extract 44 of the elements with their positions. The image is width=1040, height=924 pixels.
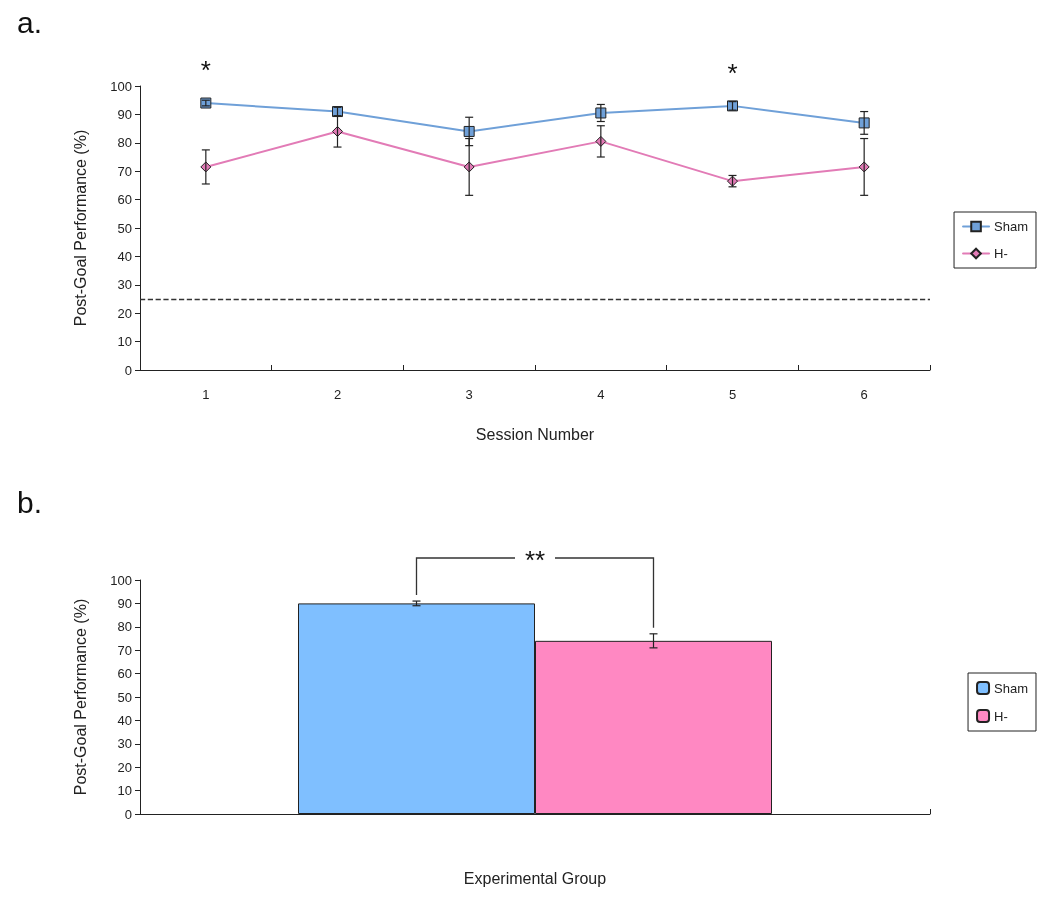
y-tick-label: 100 [110,78,132,94]
x-tick-label: 2 [333,387,342,402]
y-tick-label: 30 [117,736,132,752]
y-tick-label: 80 [117,135,132,151]
y-tick-label: 100 [110,572,132,588]
y-tick-label: 10 [117,334,132,350]
x-tick-label: 4 [597,387,605,402]
chart-title: b. [17,485,43,519]
chart-title: a. [17,5,43,39]
y-axis-title: Post-Goal Performance (%) [71,129,89,327]
y-tick-label: 50 [117,689,132,705]
y-tick-label: 0 [124,362,132,378]
y-axis-title: Post-Goal Performance (%) [71,598,89,796]
point [858,117,870,129]
y-tick-label: 10 [117,783,132,799]
y-tick-label: 40 [117,248,132,264]
y-tick-label: 20 [117,759,132,775]
legend-label: Sham [994,219,1029,234]
legend-label: H- [994,708,1008,724]
y-tick-label: 20 [117,305,132,321]
x-tick-label: 1 [202,387,210,402]
point [463,125,475,137]
y-tick-label: 50 [117,220,132,236]
y-tick-label: 60 [117,666,132,682]
x-axis-title: Session Number [475,425,595,443]
point [595,107,607,119]
annotation: * [200,55,211,86]
x-axis-title: Experimental Group [463,869,607,887]
y-tick-label: 60 [117,192,132,208]
y-tick-label: 70 [117,642,132,658]
x-tick-label: 5 [728,387,737,402]
text: ** [524,545,546,575]
legend-label: H- [994,246,1008,261]
annotation: * [727,57,738,88]
y-tick-label: 0 [124,806,132,822]
y-tick-label: 40 [117,712,132,728]
y-tick-label: 70 [117,163,132,179]
x-tick-label: 3 [465,387,473,402]
y-tick-label: 90 [117,106,132,122]
y-tick-label: 30 [117,277,132,293]
legend-label: Sham [994,680,1029,696]
x-tick-label: 6 [860,387,868,402]
y-tick-label: 80 [117,619,132,635]
y-tick-label: 90 [117,595,132,611]
